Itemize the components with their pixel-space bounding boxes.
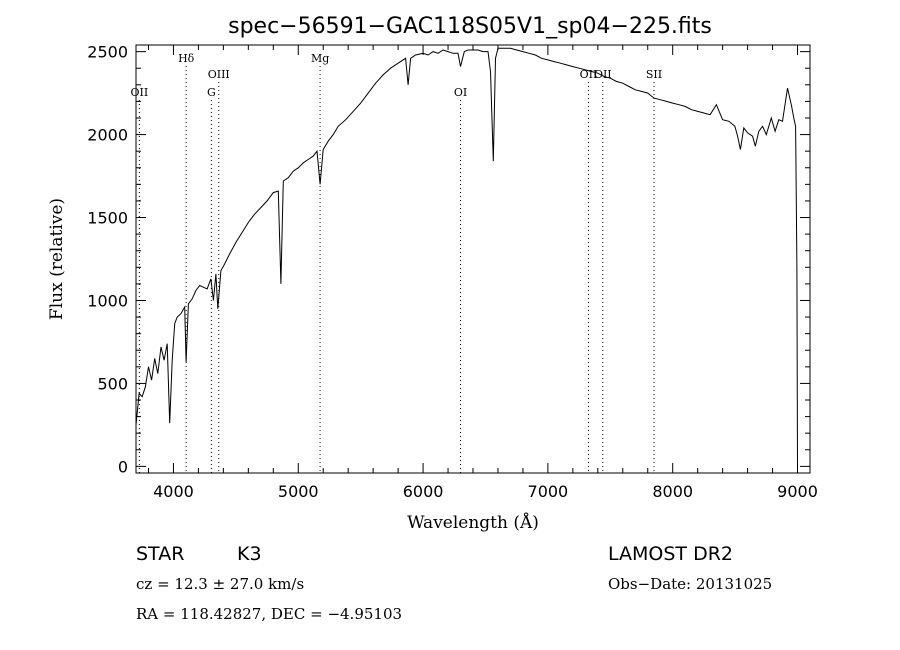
- obs-date-text: Obs−Date: 20131025: [608, 575, 772, 593]
- line-marker-group: [138, 66, 655, 473]
- y-axis: 0 500 1000 1500 2000 2500: [87, 43, 810, 476]
- chart-title: spec−56591−GAC118S05V1_sp04−225.fits: [228, 14, 712, 39]
- line-marker-label: OII: [594, 68, 612, 81]
- y-tick-label: 2500: [87, 43, 128, 62]
- y-tick-label: 1500: [87, 209, 128, 228]
- x-tick-label: 4000: [153, 482, 194, 501]
- line-marker-label: OII: [580, 68, 598, 81]
- object-class: STAR: [136, 543, 184, 565]
- x-tick-label: 5000: [278, 482, 319, 501]
- y-tick-label: 1000: [87, 291, 128, 310]
- line-marker-label: OI: [454, 86, 467, 99]
- y-tick-label: 2000: [87, 126, 128, 145]
- spectrum-line: [135, 47, 798, 469]
- coordinates-text: RA = 118.42827, DEC = −4.95103: [136, 605, 402, 623]
- line-marker-label: OII: [131, 86, 149, 99]
- x-tick-label: 6000: [403, 482, 444, 501]
- x-axis: 4000 5000 6000 7000 8000 9000: [147, 45, 818, 501]
- x-tick-label: 9000: [777, 482, 818, 501]
- spectral-subclass: K3: [237, 543, 262, 565]
- line-marker-label: G: [207, 86, 216, 99]
- x-tick-label: 7000: [528, 482, 569, 501]
- plot-frame: [135, 44, 811, 474]
- line-marker-label: SII: [646, 68, 662, 81]
- line-marker-label: OIII: [208, 68, 230, 81]
- y-tick-label: 500: [97, 374, 128, 393]
- redshift-text: cz = 12.3 ± 27.0 km/s: [136, 575, 304, 593]
- line-marker-label: Mg: [311, 52, 329, 65]
- survey-name: LAMOST DR2: [608, 543, 733, 565]
- y-tick-label: 0: [118, 457, 128, 476]
- x-axis-label: Wavelength (Å): [407, 512, 539, 533]
- y-axis-label: Flux (relative): [47, 198, 67, 320]
- line-marker-label: Hδ: [178, 52, 195, 65]
- x-tick-label: 8000: [652, 482, 693, 501]
